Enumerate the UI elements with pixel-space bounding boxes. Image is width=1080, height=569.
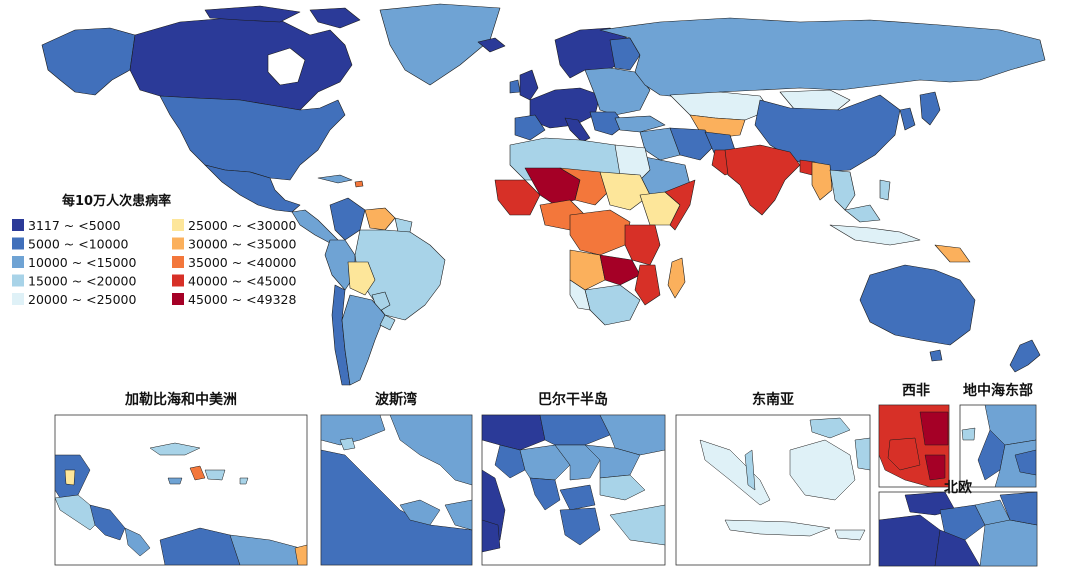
inset-southeast-asia-title: 东南亚 [752,391,794,408]
legend-label-2: 5000 ~ <10000 [28,237,129,252]
region-bolivia [347,261,376,296]
region-uruguay [379,314,396,331]
region-somalia [664,179,696,231]
region-usa [159,95,346,181]
legend-swatch-6 [172,219,184,231]
legend-swatch-1 [12,219,24,231]
region-arctic-islands [204,5,301,23]
region-myanmar [811,161,833,201]
region-finland [609,37,641,71]
region-sudan [599,171,651,211]
legend-swatch-3 [12,256,24,268]
legend-label-5: 20000 ~ <25000 [28,292,136,307]
inset-west-africa-title: 西非 [902,382,930,399]
region-china [754,94,901,173]
inset-persian-gulf: 波斯湾 [320,391,473,566]
region-italy [564,117,591,143]
region-central-africa [569,209,631,256]
region-kazakhstan [669,91,771,121]
legend-swatch-5 [12,293,24,305]
legend-label-1: 3117 ~ <5000 [28,218,121,233]
inset-northern-europe: 北欧 [878,479,1038,567]
inset-caribbean: 加勒比海和中美洲 [54,391,308,566]
region-tasmania [929,349,943,362]
legend-swatch-10 [172,293,184,305]
region-iberia [514,114,546,141]
region-haiti [354,180,364,188]
region-central-america [291,209,339,244]
region-madagascar [667,257,686,299]
region-egypt [614,144,651,181]
region-west-africa-coast [494,179,541,216]
legend-label-10: 45000 ~ <49328 [188,292,296,307]
inset-balkans: 巴尔干半岛 [481,391,666,566]
legend-label-8: 35000 ~ <40000 [188,255,296,270]
region-greenland [379,3,501,86]
region-india [724,144,801,216]
region-alaska [41,27,136,96]
inset-balkans-title: 巴尔干半岛 [538,391,608,408]
inset-northern-europe-title: 北欧 [944,479,972,496]
region-turkey [614,115,666,133]
region-namibia [569,279,591,311]
legend-title: 每10万人次患病率 [62,193,171,209]
legend-swatch-8 [172,256,184,268]
inset-east-mediterranean: 地中海东部 [959,382,1037,488]
region-philippines [879,179,891,201]
legend-swatch-2 [12,237,24,250]
inset-persian-gulf-title: 波斯湾 [375,391,417,408]
region-southern-africa [584,284,641,326]
region-uk [519,69,539,101]
region-east-africa [624,224,661,266]
region-png [934,244,971,263]
legend-label-4: 15000 ~ <20000 [28,274,136,289]
region-mongolia [779,89,851,113]
region-guyanas [394,217,413,233]
region-argentina [341,294,386,386]
inset-caribbean-title: 加勒比海和中美洲 [124,391,237,408]
region-mexico [204,164,301,213]
legend: 每10万人次患病率 3117 ~ <5000 5000 ~ <10000 10000… [12,193,296,307]
region-mozambique [634,264,661,306]
legend-label-6: 25000 ~ <30000 [188,218,296,233]
legend-swatch-7 [172,237,184,250]
region-thailand-indochina [829,169,856,211]
legend-swatch-4 [12,274,24,287]
legend-swatch-9 [172,274,184,287]
inset-west-africa: 西非 [878,382,950,488]
region-iran [669,127,716,161]
region-angola [569,249,606,291]
region-iceland [477,37,506,53]
legend-label-7: 30000 ~ <35000 [188,237,296,252]
region-ireland [509,79,521,94]
legend-label-9: 40000 ~ <45000 [188,274,296,289]
legend-label-3: 10000 ~ <15000 [28,255,136,270]
region-indonesia [829,224,921,246]
region-zambia [599,254,641,286]
region-russia [599,17,1046,99]
region-korea-japan [899,107,916,131]
region-venezuela [364,207,396,231]
region-new-zealand [1009,339,1041,373]
inset-southeast-asia: 东南亚 [675,391,871,566]
inset-east-mediterranean-title: 地中海东部 [963,382,1033,399]
region-australia [859,264,976,346]
region-eastern-europe [584,67,651,116]
region-western-europe [529,87,601,129]
